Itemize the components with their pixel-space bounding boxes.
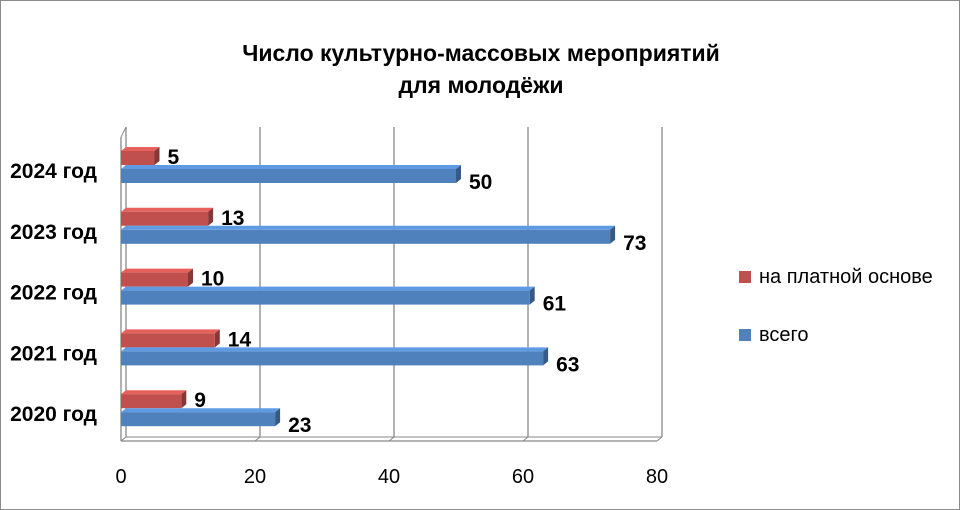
grid-floor-line-0 xyxy=(120,436,127,442)
data-label-total-4: 50 xyxy=(469,171,492,194)
legend-label-total: всего xyxy=(759,323,809,346)
grid-floor-line-1 xyxy=(254,436,261,442)
bar-paid-2 xyxy=(121,268,193,287)
bar-paid-0 xyxy=(121,390,187,409)
category-label-4: 2024 год xyxy=(10,160,97,183)
x-tick-label-1: 20 xyxy=(244,466,266,488)
category-label-0: 2020 год xyxy=(10,403,97,426)
data-label-paid-3: 13 xyxy=(221,207,244,230)
bar-paid-1-top xyxy=(121,329,220,334)
legend-swatch-paid xyxy=(739,271,751,283)
bar-total-1-top xyxy=(121,347,549,352)
legend: на платной основе всего xyxy=(739,263,933,379)
bar-total-2 xyxy=(121,286,535,305)
category-label-1: 2021 год xyxy=(10,342,97,365)
category-label-3: 2023 год xyxy=(10,221,97,244)
bar-paid-2-side xyxy=(188,268,193,287)
data-label-paid-4: 5 xyxy=(168,146,180,169)
bar-total-3 xyxy=(121,225,616,244)
grid-floor-line-3 xyxy=(522,436,529,442)
bar-paid-3-side xyxy=(208,207,214,226)
bar-total-0-side xyxy=(275,408,281,427)
bar-paid-0-side xyxy=(181,390,187,409)
x-tick-label-0: 0 xyxy=(115,466,126,488)
x-tick-label-3: 60 xyxy=(512,466,534,488)
legend-swatch-total xyxy=(739,329,751,341)
chart-title-line-1: Число культурно-массовых мероприятий xyxy=(242,40,720,66)
x-tick-label-4: 80 xyxy=(646,466,668,488)
bar-total-1-front xyxy=(121,351,544,366)
bar-paid-3 xyxy=(121,207,214,226)
bar-total-4-side xyxy=(456,165,461,183)
bar-total-2-top xyxy=(121,286,535,291)
bar-total-1-side xyxy=(543,347,549,366)
bar-paid-2-front xyxy=(121,272,188,287)
bar-paid-0-front xyxy=(121,394,182,409)
data-label-total-2: 61 xyxy=(543,293,567,316)
grid-floor-line-2 xyxy=(388,436,395,442)
bar-total-0-top xyxy=(121,408,281,413)
data-label-paid-1: 14 xyxy=(228,328,252,351)
x-tick-label-2: 40 xyxy=(378,466,400,488)
bar-total-4 xyxy=(121,165,461,183)
bar-paid-2-top xyxy=(121,268,193,273)
bar-total-4-front xyxy=(121,169,456,183)
bar-total-0 xyxy=(121,408,281,427)
bar-paid-4 xyxy=(121,147,160,165)
bar-total-3-side xyxy=(610,225,616,244)
bar-paid-1-front xyxy=(121,333,215,348)
chart-title-line-2: для молодёжи xyxy=(398,72,564,98)
grid-floor-line-4 xyxy=(656,436,663,442)
bar-paid-4-top xyxy=(121,147,160,151)
bar-total-1 xyxy=(121,347,549,366)
bar-paid-3-top xyxy=(121,207,214,212)
bar-paid-4-front xyxy=(121,151,155,165)
bar-paid-1-side xyxy=(214,329,220,348)
bar-total-3-top xyxy=(121,225,616,230)
legend-item-paid: на платной основе xyxy=(739,263,933,291)
bar-paid-3-front xyxy=(121,211,209,226)
legend-item-total: всего xyxy=(739,321,933,349)
data-label-total-3: 73 xyxy=(623,232,646,255)
wall-top-edge xyxy=(120,126,127,138)
data-label-total-0: 23 xyxy=(288,414,311,437)
bar-total-0-front xyxy=(121,412,276,427)
data-label-total-1: 63 xyxy=(556,353,579,376)
legend-label-paid: на платной основе xyxy=(759,265,933,288)
bar-total-3-front xyxy=(121,229,611,244)
bar-paid-0-top xyxy=(121,390,187,395)
chart-title: Число культурно-массовых мероприятий для… xyxy=(181,37,781,101)
bar-total-4-top xyxy=(121,165,461,169)
bar-total-2-front xyxy=(121,290,530,305)
category-label-2: 2022 год xyxy=(10,282,97,305)
bar-paid-4-side xyxy=(154,147,160,165)
data-label-paid-2: 10 xyxy=(201,268,224,291)
bar-total-2-side xyxy=(529,286,535,305)
data-label-paid-0: 9 xyxy=(194,389,206,412)
bar-paid-1 xyxy=(121,329,220,348)
